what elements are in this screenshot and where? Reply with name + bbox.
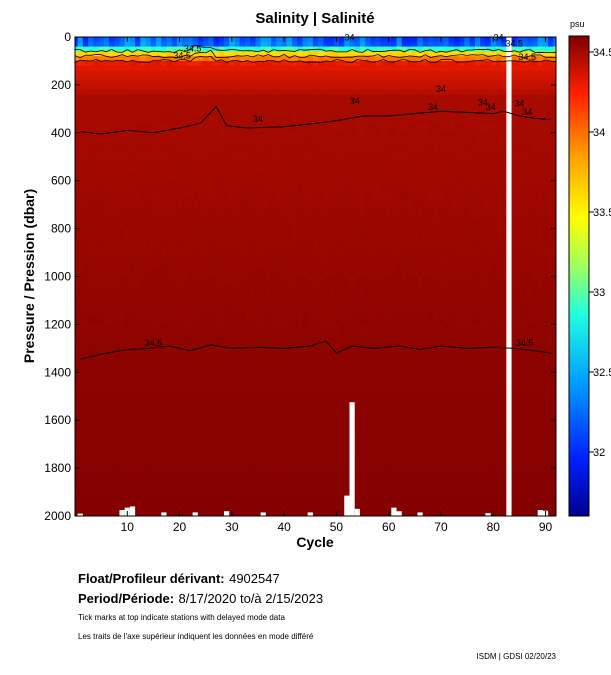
- colorbar-tick-label: 34: [593, 127, 605, 139]
- contour-34-5: [80, 340, 551, 360]
- colorbar-tick-label: 32.5: [593, 367, 611, 379]
- contour-label: 34: [344, 33, 354, 43]
- contour-label: 34: [514, 98, 524, 108]
- colorbar-tick-label: 32: [593, 447, 605, 459]
- y-tick-label: 1600: [44, 413, 71, 427]
- y-tick-label: 200: [51, 78, 71, 92]
- salinity-chart: Salinity | Salinité 34.534.534.534.534 34…: [21, 10, 611, 550]
- note-english: Tick marks at top indicate stations with…: [78, 613, 285, 622]
- period-value: 8/17/2020 to/à 2/15/2023: [178, 591, 324, 606]
- contour-label: 34.5: [518, 52, 536, 62]
- contour-label: 34: [350, 96, 360, 106]
- period-info: Period/Période: 8/17/2020 to/à 2/15/2023: [78, 590, 323, 608]
- contour-label: 34.5: [505, 39, 523, 49]
- period-label: Period/Période:: [78, 591, 175, 606]
- x-tick-label: 20: [173, 520, 187, 534]
- contour-label: 34.5: [173, 51, 191, 61]
- contour-label: 34: [522, 107, 532, 117]
- y-axis-ticks: 0 200 400 600 800 1000 1200 1400 1600 1800 2000: [44, 30, 556, 523]
- contour-label: 34: [428, 102, 438, 112]
- x-tick-label: 70: [434, 520, 448, 534]
- colorbar-unit: psu: [570, 19, 585, 29]
- contour-label: 34: [493, 33, 503, 43]
- x-tick-label: 80: [487, 520, 501, 534]
- chart-title: Salinity | Salinité: [255, 10, 374, 27]
- y-tick-label: 600: [51, 174, 71, 188]
- contour-label: 34: [486, 102, 496, 112]
- contour-label: 34.5: [516, 338, 534, 348]
- contour-label: 34: [478, 97, 488, 107]
- contour-label: 34: [253, 114, 263, 124]
- contour-label: 34.5: [184, 43, 202, 53]
- surface-contour: [75, 55, 556, 64]
- y-tick-label: 2000: [44, 509, 71, 523]
- y-tick-label: 1000: [44, 270, 71, 284]
- float-value: 4902547: [229, 571, 280, 586]
- y-tick-label: 400: [51, 126, 71, 140]
- y-tick-label: 1200: [44, 317, 71, 331]
- y-tick-label: 1800: [44, 461, 71, 475]
- surface-contour: [75, 44, 556, 53]
- contour-label: 34: [436, 84, 446, 94]
- y-axis-label: Pressure / Pression (dbar): [21, 189, 37, 363]
- heatmap-cells: [75, 37, 556, 516]
- x-axis-label: Cycle: [296, 534, 334, 550]
- colorbar-tick-label: 34.5: [593, 47, 611, 59]
- x-tick-label: 60: [382, 520, 396, 534]
- contour-lines: [75, 44, 556, 360]
- y-tick-label: 1400: [44, 365, 71, 379]
- float-info: Float/Profileur dérivant: 4902547: [78, 570, 280, 588]
- colorbar: [568, 35, 590, 517]
- x-axis-ticks: 10 20 30 40 50 60 70 80 90: [121, 37, 553, 534]
- surface-contour: [75, 49, 556, 59]
- float-label: Float/Profileur dérivant:: [78, 571, 225, 586]
- contour-label: 34.5: [145, 338, 163, 348]
- colorbar-tick-label: 33.5: [593, 207, 611, 219]
- contour-34: [80, 105, 551, 135]
- note-french: Les traits de l'axe supérieur indiquent …: [78, 632, 314, 641]
- y-tick-label: 800: [51, 222, 71, 236]
- credit-line: ISDM | GDSI 02/20/23: [476, 652, 556, 661]
- x-tick-label: 10: [121, 520, 135, 534]
- x-tick-label: 40: [277, 520, 291, 534]
- x-tick-label: 30: [225, 520, 239, 534]
- x-tick-label: 50: [330, 520, 344, 534]
- colorbar-tick-label: 33: [593, 287, 605, 299]
- x-tick-label: 90: [539, 520, 553, 534]
- y-tick-label: 0: [64, 30, 71, 44]
- colorbar-ticks: 32 32.5 33 33.5 34 34.5: [589, 47, 611, 459]
